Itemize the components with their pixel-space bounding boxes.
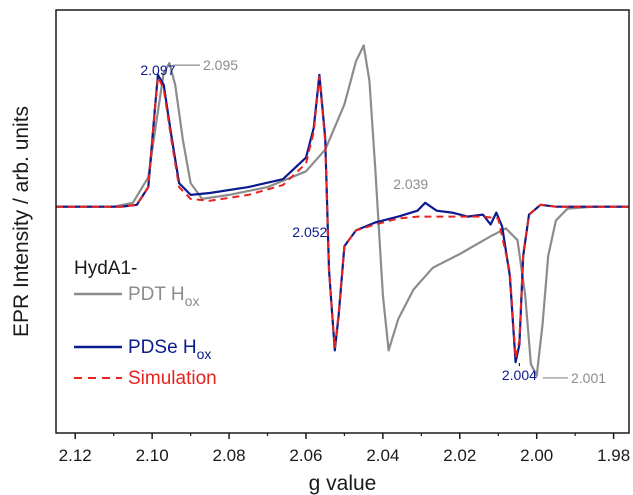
annotation-label: 2.039 xyxy=(393,176,428,192)
legend-label: Simulation xyxy=(128,368,217,389)
legend-label-subscript: ox xyxy=(185,293,200,309)
x-tick-label: 2.10 xyxy=(136,446,169,465)
x-tick-label: 2.08 xyxy=(213,446,246,465)
legend-items: PDT Hox PDSe Hox Simulation xyxy=(74,284,217,389)
annotation-label: 2.001 xyxy=(571,370,606,386)
annotation-label: 2.097 xyxy=(140,62,175,78)
x-tick-label: 2.12 xyxy=(59,446,92,465)
annotation-label: 2.095 xyxy=(203,57,238,73)
x-axis-ticks: 2.12 2.10 2.08 2.06 2.04 2.02 2.00 1.98 xyxy=(59,433,630,465)
legend-label-subscript: ox xyxy=(197,346,212,362)
annotations: 2.097 2.095 2.052 2.039 2.004 2.001 xyxy=(140,57,606,386)
annotation-label: 2.004 xyxy=(502,367,537,383)
x-axis-title: g value xyxy=(309,472,377,495)
series-line xyxy=(56,75,629,360)
x-tick-label: 2.00 xyxy=(520,446,553,465)
legend-label: PDSe Hox xyxy=(128,337,211,362)
annotation-label: 2.052 xyxy=(292,224,327,240)
legend-title: HydA1- xyxy=(74,258,137,279)
y-axis-title: EPR Intensity / arb. units xyxy=(10,106,33,337)
x-tick-label: 1.98 xyxy=(597,446,630,465)
legend-label: PDT Hox xyxy=(128,284,199,309)
x-tick-label: 2.02 xyxy=(443,446,476,465)
series-line xyxy=(56,44,629,377)
x-tick-label: 2.04 xyxy=(366,446,399,465)
plot-lines xyxy=(56,44,629,377)
x-tick-label: 2.06 xyxy=(289,446,322,465)
legend: HydA1- PDT Hox PDSe Hox Simulation xyxy=(74,258,217,389)
plot-frame xyxy=(55,9,630,434)
